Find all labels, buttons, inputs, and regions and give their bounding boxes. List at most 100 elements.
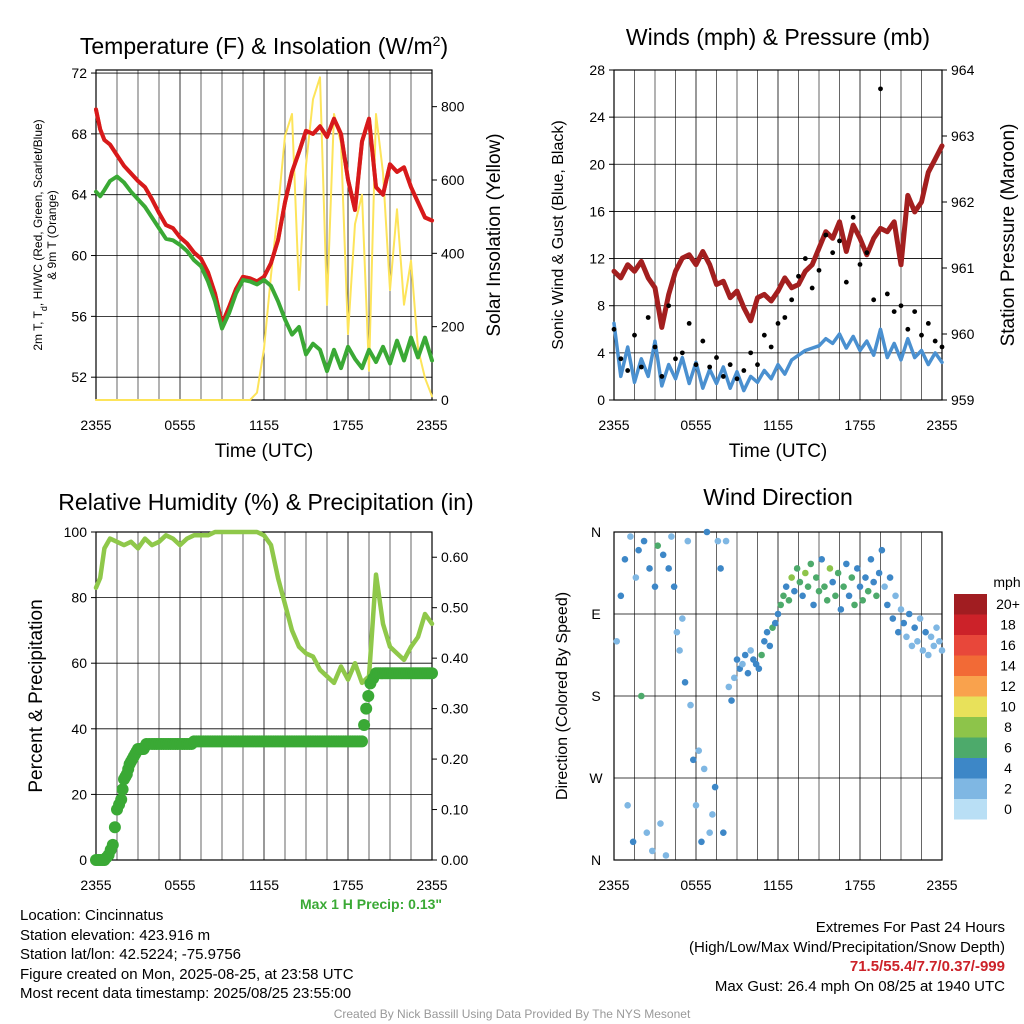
direction-point	[884, 601, 891, 609]
temperature-series-1	[94, 107, 434, 326]
x-tick-label: 2355	[598, 877, 629, 893]
gust-point	[789, 297, 795, 303]
direction-point	[747, 647, 754, 654]
x-tick-label: 1755	[844, 417, 875, 433]
direction-point	[793, 565, 801, 572]
direction-point	[851, 601, 858, 609]
gust-point	[618, 356, 624, 362]
station-info: Location: Cincinnatus Station elevation:…	[20, 906, 354, 1004]
legend-label: 4	[1004, 760, 1012, 776]
gust-point	[939, 344, 945, 350]
legend-label: 14	[1000, 658, 1016, 674]
humidity-line	[93, 529, 435, 686]
direction-point	[903, 633, 910, 641]
legend-swatch	[954, 758, 987, 779]
direction-point	[681, 679, 689, 686]
x-tick-label: 0555	[164, 417, 195, 433]
chart-title: Winds (mph) & Pressure (mb)	[626, 24, 930, 50]
direction-point	[821, 583, 828, 590]
recent-timestamp: Most recent data timestamp: 2025/08/25 2…	[20, 985, 352, 1002]
direction-point	[629, 838, 637, 846]
extremes-block: Extremes For Past 24 Hours (High/Low/Max…	[689, 918, 1005, 996]
direction-point	[646, 565, 653, 572]
direction-point	[845, 592, 853, 600]
y-tick-label: N	[591, 524, 601, 540]
y2-tick-label: 0.20	[441, 751, 468, 767]
gust-point	[652, 344, 658, 350]
y2-tick-label: 0.00	[441, 852, 468, 868]
gust-point	[707, 364, 713, 370]
legend-label: 18	[1000, 617, 1016, 633]
direction-point	[720, 829, 727, 836]
x-tick-label: 2355	[598, 417, 629, 433]
gust-point	[830, 250, 836, 256]
direction-point	[892, 592, 899, 600]
y2-tick-label: 964	[951, 62, 975, 78]
direction-point	[804, 583, 812, 590]
y2-tick-label: 0.50	[441, 600, 468, 616]
gust-point	[919, 332, 924, 338]
direction-point	[662, 852, 670, 859]
legend-swatch	[954, 614, 987, 635]
direction-point	[788, 574, 795, 581]
y-tick-label: 20	[589, 156, 605, 172]
y-axis-label: Direction (Colored By Speed)	[554, 592, 571, 800]
direction-point	[886, 574, 894, 581]
direction-point	[780, 592, 787, 600]
direction-point	[651, 583, 659, 590]
direction-point	[856, 583, 864, 590]
gust-point	[761, 332, 767, 338]
direction-point	[695, 747, 703, 754]
extremes-subtitle: (High/Low/Max Wind/Precipitation/Snow De…	[689, 938, 1005, 956]
direction-point	[916, 615, 924, 622]
x-axis-label: Time (UTC)	[215, 441, 314, 462]
y-tick-label: 80	[71, 590, 87, 606]
direction-point	[938, 647, 946, 654]
direction-point	[829, 578, 836, 586]
gust-point	[632, 332, 637, 338]
gust-point	[659, 374, 665, 379]
y-tick-label: 72	[71, 65, 87, 81]
direction-point	[935, 638, 943, 645]
precip-point	[115, 793, 128, 806]
direction-point	[799, 592, 806, 600]
direction-point	[796, 578, 804, 586]
gust-point	[823, 232, 829, 238]
direction-point	[766, 642, 774, 650]
direction-point	[613, 638, 621, 645]
x-tick-label: 0555	[164, 877, 195, 893]
pressure-line	[611, 143, 945, 330]
y2-tick-label: 0.40	[441, 650, 468, 666]
x-tick-label: 0555	[680, 877, 711, 893]
direction-point	[875, 569, 883, 577]
direction-point	[900, 619, 908, 627]
direction-point	[911, 624, 918, 631]
direction-point	[774, 610, 782, 618]
direction-point	[782, 583, 790, 590]
precip-point	[106, 838, 119, 851]
y-tick-label: 8	[597, 298, 605, 314]
y-axis-label: Percent & Precipitation	[26, 599, 47, 792]
direction-point	[640, 537, 648, 545]
figure-created: Figure created on Mon, 2025-08-25, at 23…	[20, 965, 354, 983]
gust-point	[741, 368, 747, 373]
gust-point	[898, 303, 904, 309]
direction-point	[700, 765, 708, 773]
direction-point	[848, 574, 856, 581]
direction-point	[889, 615, 897, 622]
direction-point	[881, 583, 888, 590]
gust-point	[775, 320, 781, 326]
y2-tick-label: 400	[441, 245, 465, 261]
y2-axis-label: Station Pressure (Maroon)	[998, 124, 1019, 347]
y2-tick-label: 959	[951, 392, 975, 408]
gust-point	[679, 350, 685, 356]
gust-point	[912, 309, 918, 315]
direction-point	[739, 660, 746, 668]
gust-point	[727, 362, 733, 368]
wind-line	[612, 321, 944, 393]
gust-point	[843, 279, 849, 285]
x-tick-label: 0555	[680, 417, 711, 433]
y2-axis-label: Solar Insolation (Yellow)	[484, 133, 505, 336]
direction-point	[657, 820, 664, 827]
y2-tick-label: 0	[441, 392, 449, 408]
